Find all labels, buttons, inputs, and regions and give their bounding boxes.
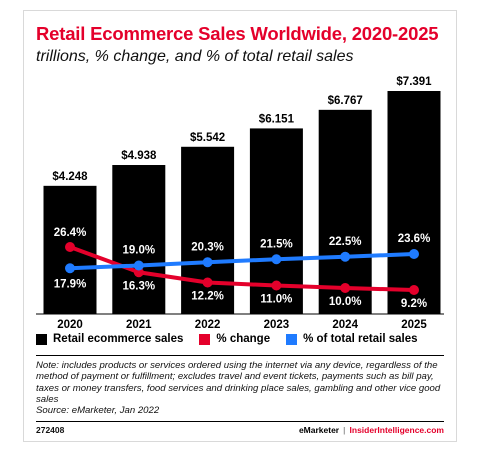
legend-label: % change	[216, 333, 271, 345]
chart-note: Note: includes products or services orde…	[36, 360, 441, 405]
x-tick-label: 2020	[57, 319, 83, 331]
pct-change-point-2022	[202, 277, 213, 288]
legend-label: Retail ecommerce sales	[53, 333, 184, 345]
pct-total-point-2025	[409, 249, 419, 259]
pct-change-label: 9.2%	[401, 298, 427, 310]
pct-total-label: 17.9%	[54, 278, 87, 290]
brand-site: InsiderIntelligence.com	[349, 425, 444, 435]
x-tick-labels: 2020 2021 2022 2023 2024 2025	[57, 319, 427, 331]
chart-id: 272408	[36, 425, 65, 435]
pct-total-line	[68, 252, 416, 271]
chart-frame	[23, 10, 457, 442]
bar-value-label: $4.938	[121, 150, 157, 162]
pct-total-point-2022	[202, 257, 213, 268]
pct-change-label: 11.0%	[260, 294, 292, 306]
pct-total-label: 23.6%	[398, 233, 431, 245]
pct-change-point-2024	[340, 283, 351, 293]
chart-legend: Retail ecommerce sales % change % of tot…	[36, 333, 434, 345]
brand-separator: |	[343, 425, 346, 435]
brand-name: eMarketer	[298, 425, 340, 435]
pct-total-label: 19.0%	[122, 245, 155, 257]
legend-item-pct-change: % change	[199, 333, 270, 345]
bars-layer	[43, 91, 441, 314]
x-tick-label: 2023	[264, 319, 290, 331]
footer-divider	[36, 421, 444, 422]
pct-change-label: 10.0%	[329, 296, 362, 308]
pct-change-point-2020	[65, 242, 75, 252]
chart-title: Retail Ecommerce Sales Worldwide, 2020-2…	[36, 23, 439, 44]
pct-total-point-2024	[340, 251, 351, 262]
x-tick-label: 2021	[126, 319, 152, 331]
pct-change-label: 16.3%	[122, 280, 155, 292]
chart-subtitle: trillions, % change, and % of total reta…	[36, 48, 354, 65]
x-tick-label: 2025	[401, 319, 427, 331]
chart-source: Source: eMarketer, Jan 2022	[36, 405, 160, 416]
legend-item-pct-total: % of total retail sales	[286, 333, 418, 345]
bar-value-label: $5.542	[190, 132, 225, 144]
bar-value-label: $6.151	[259, 113, 295, 125]
legend-divider	[36, 355, 444, 356]
x-tick-label: 2022	[195, 319, 221, 331]
bar-2024	[318, 109, 372, 314]
bar-value-label: $4.248	[52, 171, 88, 183]
footer-brand: eMarketer | InsiderIntelligence.com	[299, 425, 444, 435]
pct-total-label: 22.5%	[329, 236, 362, 248]
bar-value-label: $7.391	[396, 76, 432, 88]
pct-total-point-2021	[133, 260, 144, 271]
legend-swatch-blue	[286, 333, 298, 345]
bar-2022	[181, 146, 235, 314]
pct-total-point-2020	[65, 263, 75, 274]
pct-total-label: 21.5%	[260, 238, 293, 250]
pct-change-point-2023	[271, 280, 282, 291]
pct-total-point-2023	[271, 254, 282, 265]
legend-swatch-red	[199, 333, 211, 345]
legend-item-ecommerce-sales: Retail ecommerce sales	[36, 333, 183, 345]
labels-layer: $4.248 $4.938 $5.542 $6.151 $6.767 $7.391 26.4…	[52, 76, 432, 310]
bar-2021	[112, 165, 166, 314]
lines-layer	[65, 242, 419, 295]
x-tick-label: 2024	[332, 319, 358, 331]
pct-change-label: 12.2%	[191, 291, 224, 303]
bar-2025	[387, 91, 441, 314]
pct-change-label: 26.4%	[54, 227, 87, 239]
bar-value-label: $6.767	[328, 95, 363, 107]
pct-total-label: 20.3%	[191, 241, 224, 253]
legend-swatch-black	[36, 333, 47, 345]
pct-change-point-2025	[409, 285, 419, 295]
legend-label: % of total retail sales	[303, 333, 418, 345]
pct-change-line	[68, 245, 416, 292]
